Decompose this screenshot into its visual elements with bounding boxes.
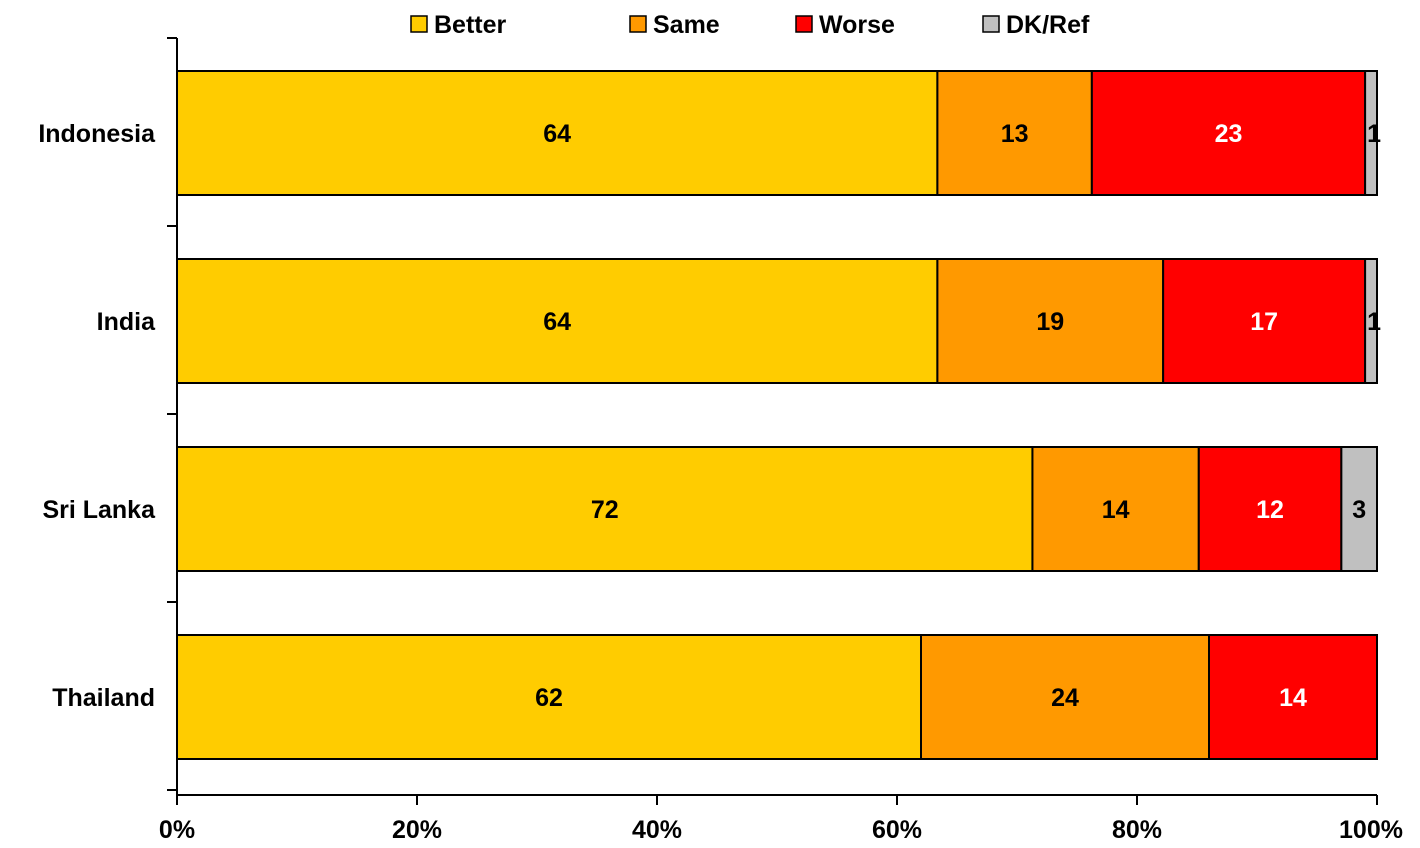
plot-area: 64 13 23 1 64 19 17 1 72 14 12 3 62 24 14 <box>176 70 1381 760</box>
axes: Indonesia India Sri Lanka Thailand 0% 20% 40% 6… <box>38 37 1403 844</box>
bar-thailand-worse <box>1208 634 1378 760</box>
bar-sri-lanka-worse <box>1197 446 1343 572</box>
x-tick-label-80: 80% <box>1112 816 1162 844</box>
data-label-india-better: 64 <box>543 308 571 336</box>
bar-indonesia-same <box>936 70 1093 196</box>
data-label-thailand-better: 62 <box>535 684 563 712</box>
data-label-india-same: 19 <box>1036 308 1064 336</box>
category-label-india: India <box>97 308 156 336</box>
x-tick-label-20: 20% <box>392 816 442 844</box>
legend-swatch-better <box>410 15 428 33</box>
data-label-india-dk-ref: 1 <box>1367 308 1381 336</box>
x-tick-label-100: 100% <box>1339 816 1403 844</box>
bar-sri-lanka-same <box>1031 446 1200 572</box>
bar-india-worse <box>1162 258 1367 384</box>
bar-indonesia-worse <box>1090 70 1367 196</box>
data-label-thailand-worse: 14 <box>1279 684 1307 712</box>
data-label-thailand-same: 24 <box>1051 684 1079 712</box>
data-label-sri-lanka-worse: 12 <box>1256 496 1284 524</box>
category-label-thailand: Thailand <box>52 684 155 712</box>
x-tick-label-40: 40% <box>632 816 682 844</box>
legend-label-worse: Worse <box>819 11 895 39</box>
data-label-india-worse: 17 <box>1250 308 1278 336</box>
bar-thailand-same <box>920 634 1210 760</box>
legend-label-better: Better <box>434 11 507 39</box>
legend-label-same: Same <box>653 11 720 39</box>
data-label-indonesia-same: 13 <box>1001 120 1029 148</box>
bar-india-same <box>936 258 1165 384</box>
data-label-indonesia-dk-ref: 1 <box>1367 120 1381 148</box>
bar-sri-lanka-dk-ref <box>1340 446 1379 572</box>
data-label-sri-lanka-dk-ref: 3 <box>1352 496 1366 524</box>
x-tick-label-60: 60% <box>872 816 922 844</box>
bar-sri-lanka-better <box>176 446 1034 572</box>
legend-swatch-same <box>629 15 647 33</box>
legend-swatch-dk-ref <box>982 15 1000 33</box>
data-label-sri-lanka-better: 72 <box>591 496 619 524</box>
legend-swatch-worse <box>795 15 813 33</box>
data-label-indonesia-worse: 23 <box>1215 120 1243 148</box>
category-label-sri-lanka: Sri Lanka <box>42 496 156 524</box>
bar-indonesia-better <box>176 70 939 196</box>
bar-india-dk-ref <box>1364 258 1378 384</box>
legend: Better Same Worse DK/Ref <box>410 11 1090 39</box>
data-label-indonesia-better: 64 <box>543 120 571 148</box>
bar-india-better <box>176 258 939 384</box>
data-label-sri-lanka-same: 14 <box>1102 496 1130 524</box>
x-tick-label-0: 0% <box>159 816 195 844</box>
bar-indonesia-dk-ref <box>1364 70 1378 196</box>
category-label-indonesia: Indonesia <box>38 120 156 148</box>
legend-label-dk-ref: DK/Ref <box>1006 11 1090 39</box>
bar-thailand-better <box>176 634 922 760</box>
